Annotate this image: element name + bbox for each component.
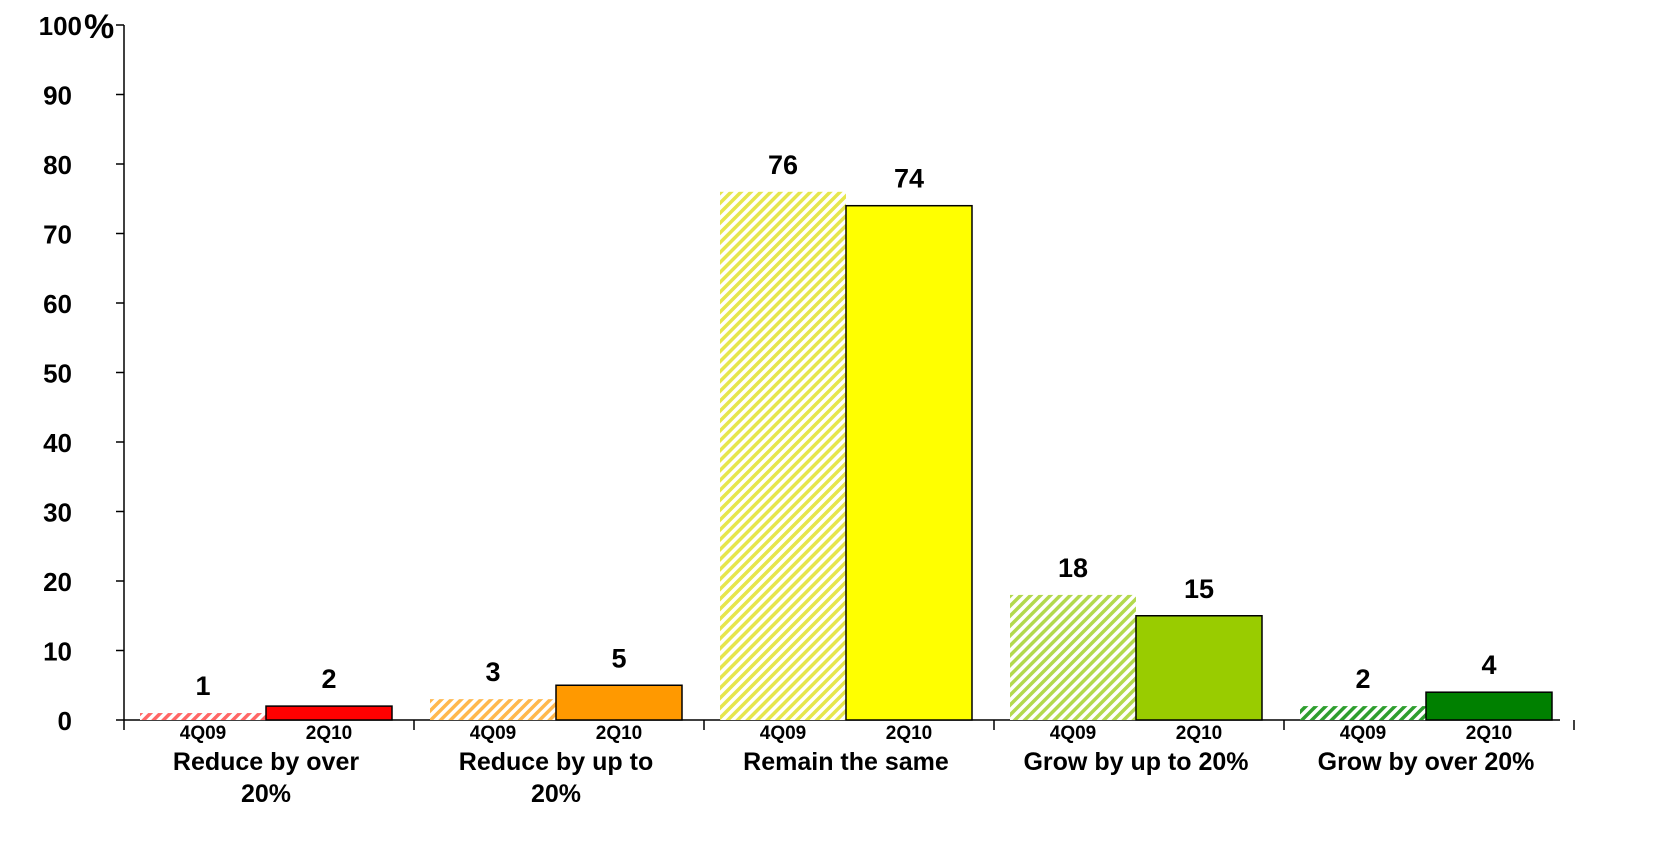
category-label-reduce-by-over-20pct: Reduce by over 20%	[173, 748, 359, 808]
period-label: 2Q10	[306, 723, 352, 744]
bars	[140, 191, 1553, 721]
y-tick-label: 40	[43, 428, 72, 458]
value-label-reduce-by-up-to-20pct-4q09: 3	[485, 657, 500, 687]
category-label-grow-by-over-20pct: Grow by over 20%	[1318, 748, 1535, 776]
y-tick-label: 100	[39, 11, 82, 41]
period-label: 2Q10	[1466, 723, 1512, 744]
period-label: 4Q09	[1050, 723, 1096, 744]
period-label: 2Q10	[886, 723, 932, 744]
value-label-grow-by-over-20pct-4q09: 2	[1355, 664, 1370, 694]
y-axis: 0 10 20 30 40 50 60 70 80 90 100%	[39, 8, 125, 736]
y-tick-label: 0	[58, 706, 72, 736]
x-axis: Reduce by over 20% Reduce by up to 20% Remai…	[123, 719, 1575, 808]
period-label: 4Q09	[1340, 723, 1386, 744]
value-label-reduce-by-over-20pct-4q09: 1	[195, 671, 210, 701]
value-label-remain-the-same-2q10: 74	[894, 164, 924, 194]
period-label: 4Q09	[470, 723, 516, 744]
period-label: 2Q10	[1176, 723, 1222, 744]
y-tick-label: 50	[43, 359, 72, 389]
category-label-reduce-by-up-to-20pct: Reduce by up to 20%	[459, 748, 653, 808]
category-label-grow-by-up-to-20pct: Grow by up to 20%	[1023, 748, 1248, 776]
y-tick-label: 70	[43, 220, 72, 250]
bar-remain-the-same-2q10	[845, 204, 973, 721]
bar-reduce-by-up-to-20pct-2q10	[555, 684, 683, 721]
bar-grow-by-over-20pct-4q09	[1300, 706, 1426, 720]
value-label-grow-by-up-to-20pct-4q09: 18	[1058, 553, 1088, 583]
value-label-grow-by-over-20pct-2q10: 4	[1481, 650, 1496, 680]
y-tick-label: 60	[43, 289, 72, 319]
value-labels: 1 3 76 18 2 2 5 74 15 4	[195, 150, 1496, 701]
y-axis-unit-label: %	[84, 8, 114, 46]
value-label-reduce-by-up-to-20pct-2q10: 5	[611, 643, 626, 673]
bar-grow-by-over-20pct-2q10	[1425, 691, 1553, 721]
bar-reduce-by-over-20pct-4q09	[140, 713, 266, 720]
period-label: 4Q09	[180, 723, 226, 744]
bar-reduce-by-over-20pct-2q10	[265, 705, 393, 721]
y-tick-label: 20	[43, 567, 72, 597]
bar-reduce-by-up-to-20pct-4q09	[430, 699, 556, 720]
period-label: 4Q09	[760, 723, 806, 744]
y-tick-label: 30	[43, 498, 72, 528]
bar-remain-the-same-4q09	[720, 191, 846, 721]
value-label-reduce-by-over-20pct-2q10: 2	[321, 664, 336, 694]
y-tick-label: 80	[43, 150, 72, 180]
y-tick-label: 10	[43, 637, 72, 667]
value-label-grow-by-up-to-20pct-2q10: 15	[1184, 574, 1214, 604]
bar-grow-by-up-to-20pct-4q09	[1010, 594, 1136, 720]
value-label-remain-the-same-4q09: 76	[768, 150, 798, 180]
y-tick-label: 90	[43, 81, 72, 111]
category-label-remain-the-same: Remain the same	[743, 748, 949, 776]
period-label: 2Q10	[596, 723, 642, 744]
bar-grow-by-up-to-20pct-2q10	[1135, 615, 1263, 721]
